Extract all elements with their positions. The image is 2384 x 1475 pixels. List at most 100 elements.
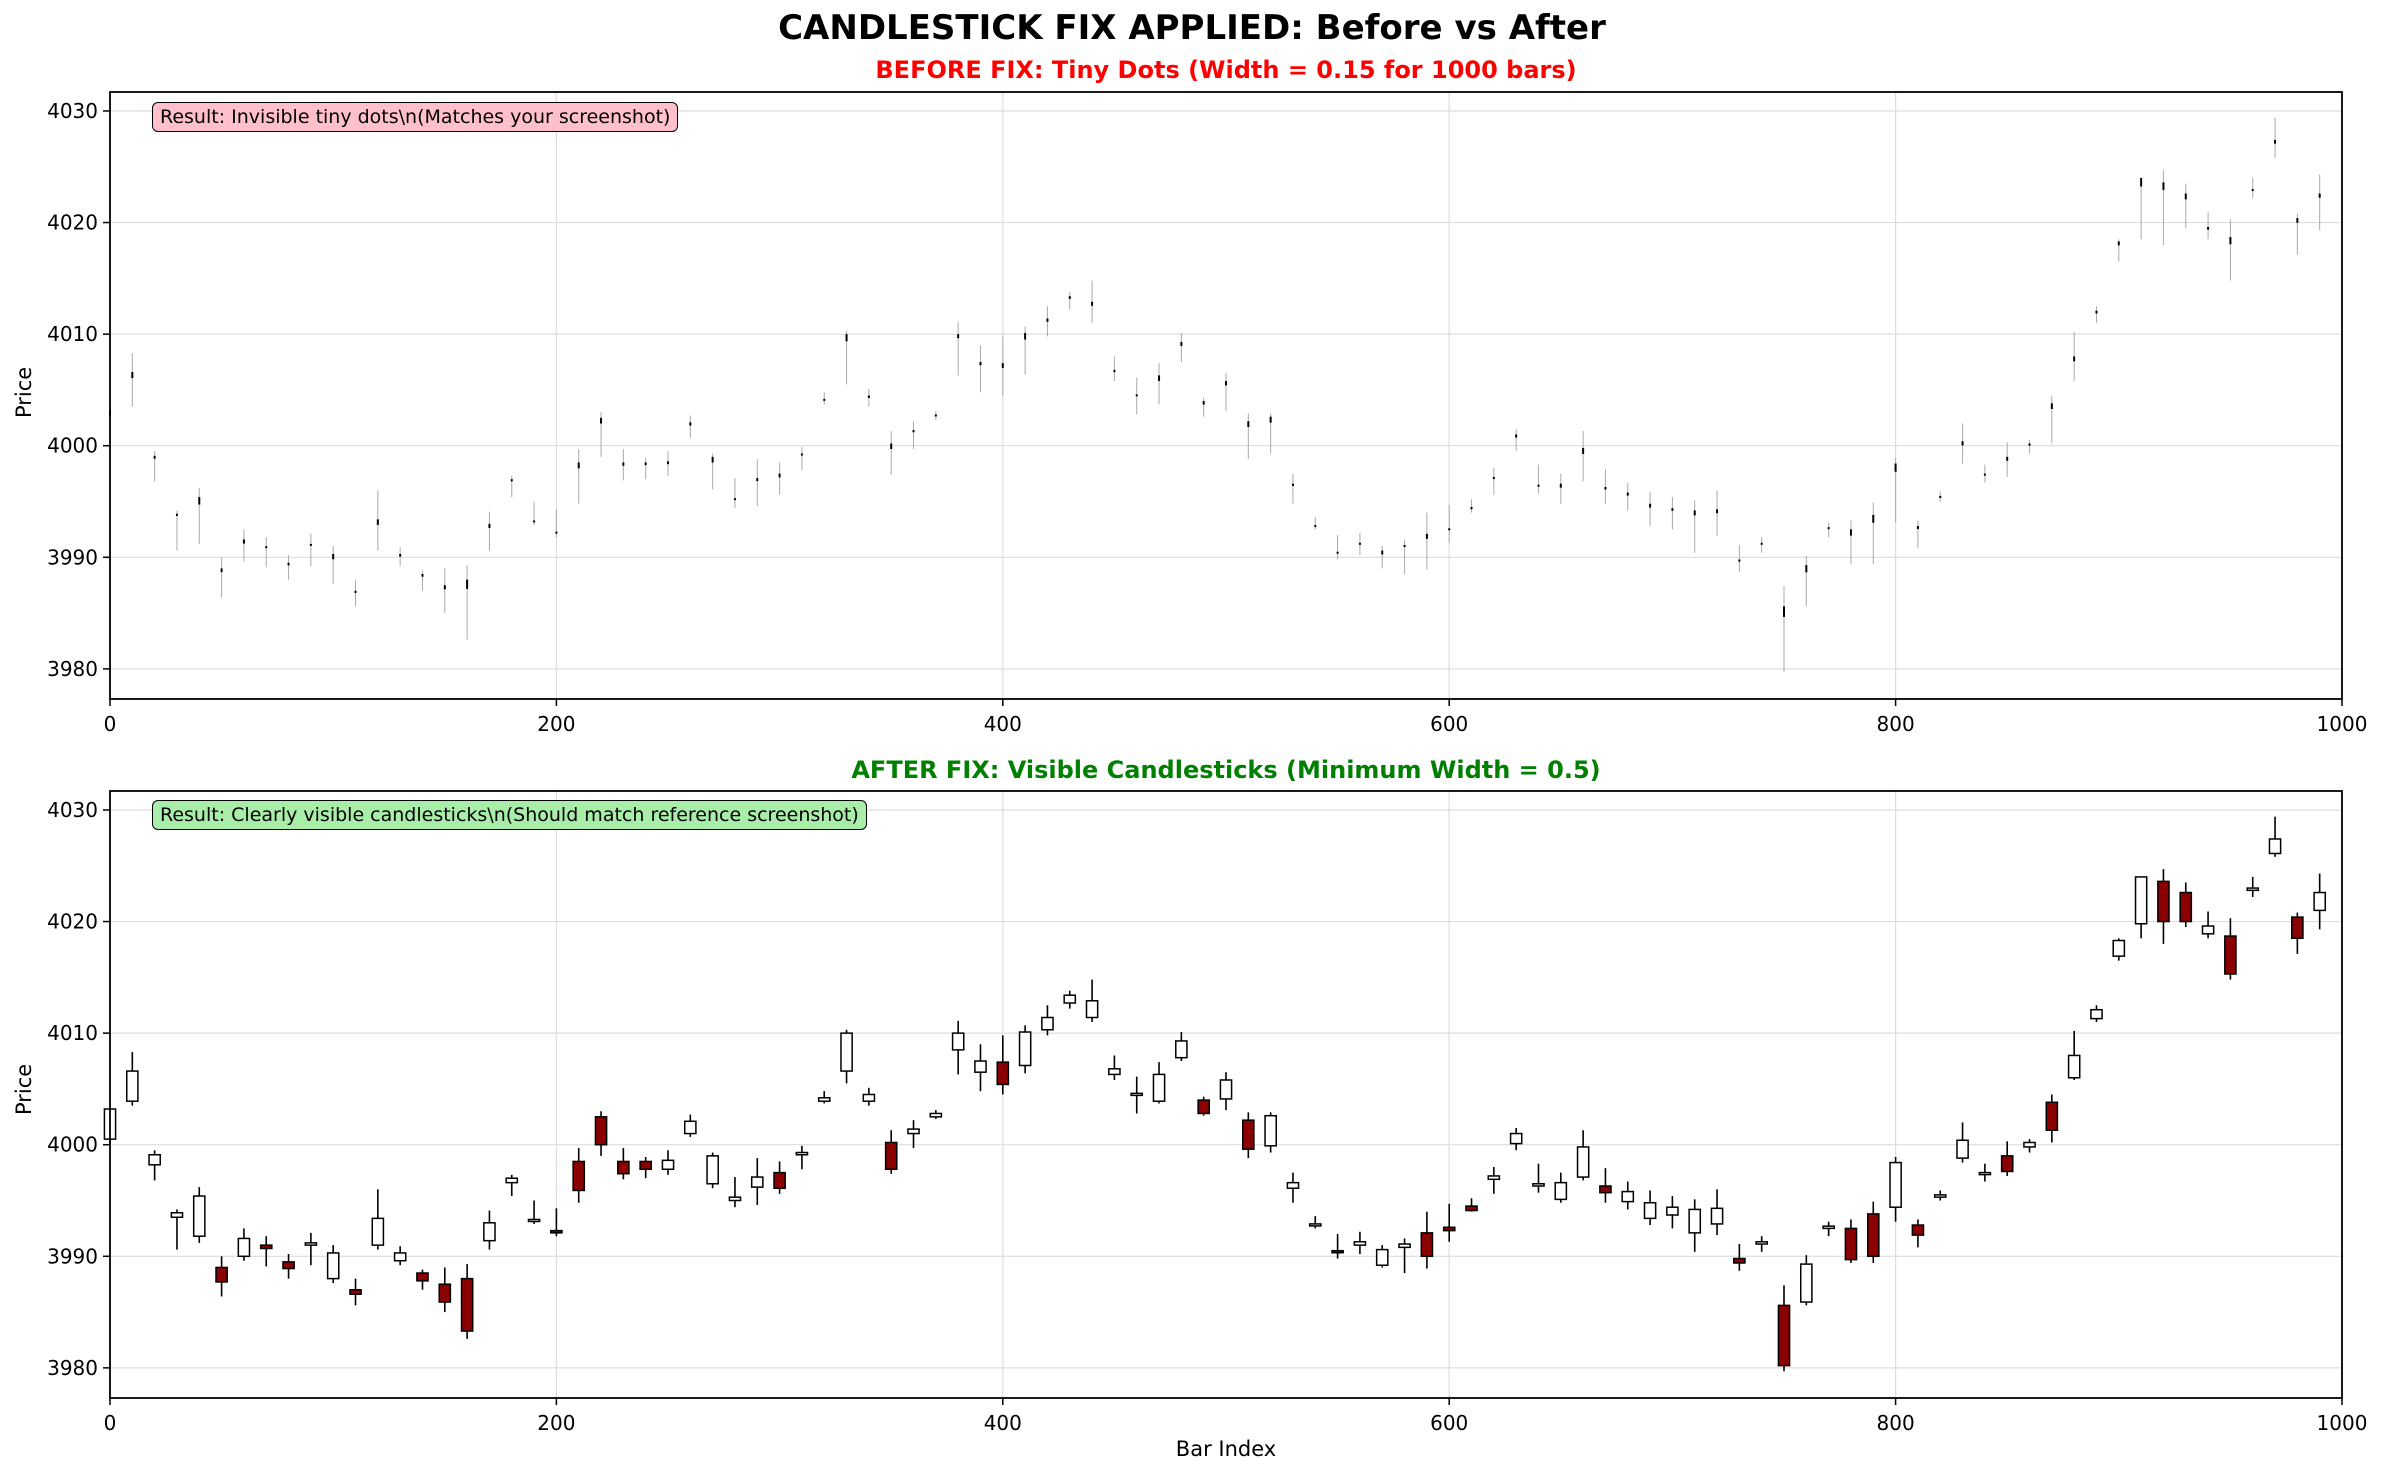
candle-body (1576, 1146, 1590, 1178)
candle-body (1983, 473, 1986, 476)
candle-body (1956, 1139, 1969, 1159)
candle-body (2006, 456, 2009, 461)
after-fix-xlabel: Bar Index (1175, 1437, 1277, 1461)
candle-body (773, 1171, 786, 1189)
candle-body (2000, 1155, 2014, 1173)
candle-body (1889, 1161, 1902, 1208)
candle-body (1894, 463, 1897, 472)
candle-body (2162, 182, 2165, 190)
candle-body (706, 1155, 719, 1185)
candle-body (153, 455, 156, 459)
candle-body (778, 473, 781, 478)
candle-body (1336, 551, 1339, 554)
candle-body (550, 1229, 563, 1234)
candle-body (907, 1128, 920, 1135)
candle-body (1241, 1119, 1255, 1150)
candle-body (1978, 1171, 1992, 1176)
candle-body (644, 462, 647, 466)
candle-body (466, 579, 469, 589)
candle-body (1933, 1194, 1947, 1198)
candle-body (840, 1032, 853, 1072)
candle-body (683, 1120, 697, 1135)
candle-body (309, 543, 312, 546)
candle-body (639, 1160, 653, 1171)
x-tick-label: 400 (984, 712, 1022, 736)
candle-body (1537, 484, 1540, 487)
candle-body (1849, 529, 1852, 536)
candle-body (1693, 510, 1696, 516)
candle-body (1783, 606, 1785, 617)
y-tick-label: 3980 (47, 657, 98, 681)
candle-body (1113, 369, 1116, 373)
after-fix-annotation: Result: Clearly visible candlesticks\n(S… (152, 800, 867, 830)
candle-body (1180, 341, 1183, 346)
candle-body (1710, 1207, 1724, 1225)
candle-body (1626, 492, 1629, 496)
candle-body (890, 443, 893, 449)
candle-body (2251, 189, 2254, 192)
candle-body (711, 456, 714, 463)
candle-body (667, 461, 669, 465)
candle-body (823, 398, 826, 401)
candle-body (1291, 483, 1294, 486)
candle-body (594, 1116, 608, 1146)
candle-body (1381, 550, 1384, 555)
candle-body (750, 1176, 764, 1188)
candle-body (1733, 1257, 1746, 1264)
candle-body (259, 1244, 273, 1250)
candle-body (1599, 1185, 1612, 1194)
y-tick-label: 4010 (47, 1021, 98, 1045)
candle-body (460, 1277, 474, 1332)
candle-body (438, 1283, 452, 1303)
axes-frame (109, 91, 2343, 700)
y-tick-label: 3980 (47, 1356, 98, 1380)
candle-body (1135, 394, 1138, 397)
candle-body (2318, 193, 2321, 198)
candle-body (1755, 1241, 1769, 1245)
figure-title: CANDLESTICK FIX APPLIED: Before vs After (778, 8, 1606, 48)
candle-body (198, 497, 201, 505)
candle-body (1604, 486, 1607, 490)
candle-body (1448, 528, 1451, 531)
candle-body (1041, 1016, 1054, 1031)
candle-body (572, 1160, 586, 1192)
candle-body (1487, 1175, 1501, 1181)
candle-body (332, 553, 335, 560)
candle-body (1799, 1263, 1813, 1303)
candle-body (996, 1061, 1010, 1086)
candle-body (2229, 237, 2232, 245)
candle-body (756, 478, 759, 482)
before-fix-ylabel: Price (12, 366, 36, 418)
candle-body (1375, 1248, 1389, 1266)
candle-body (600, 417, 603, 424)
candle-body (1688, 1208, 1702, 1234)
candle-body (1420, 1232, 1434, 1258)
candle-body (1425, 533, 1428, 539)
y-tick-label: 4030 (47, 99, 98, 123)
y-tick-label: 4030 (47, 798, 98, 822)
candle-body (1158, 375, 1161, 381)
y-tick-label: 4020 (47, 211, 98, 235)
candle-body (1961, 441, 1964, 446)
candle-body (1018, 1031, 1032, 1067)
candle-body (1091, 301, 1094, 306)
candle-body (1470, 507, 1473, 510)
candle-body (2095, 310, 2098, 314)
candle-body (2067, 1054, 2081, 1079)
x-tick-label: 1000 (2317, 712, 2368, 736)
candle-body (934, 414, 937, 417)
y-tick-label: 3990 (47, 545, 98, 569)
candle-body (1827, 527, 1830, 530)
y-tick-label: 4000 (47, 1133, 98, 1157)
candle-body (2268, 838, 2282, 855)
after-fix-ylabel: Price (12, 1063, 36, 1115)
candle-body (728, 1196, 742, 1202)
candle-body (929, 1112, 943, 1118)
candle-body (215, 1266, 228, 1283)
candle-body (2050, 403, 2053, 409)
candle-body (2090, 1008, 2103, 1020)
candle-body (2023, 1141, 2036, 1148)
candle-body (1666, 1206, 1679, 1216)
candle-body (1264, 1114, 1277, 1147)
candle-body (1916, 526, 1919, 530)
